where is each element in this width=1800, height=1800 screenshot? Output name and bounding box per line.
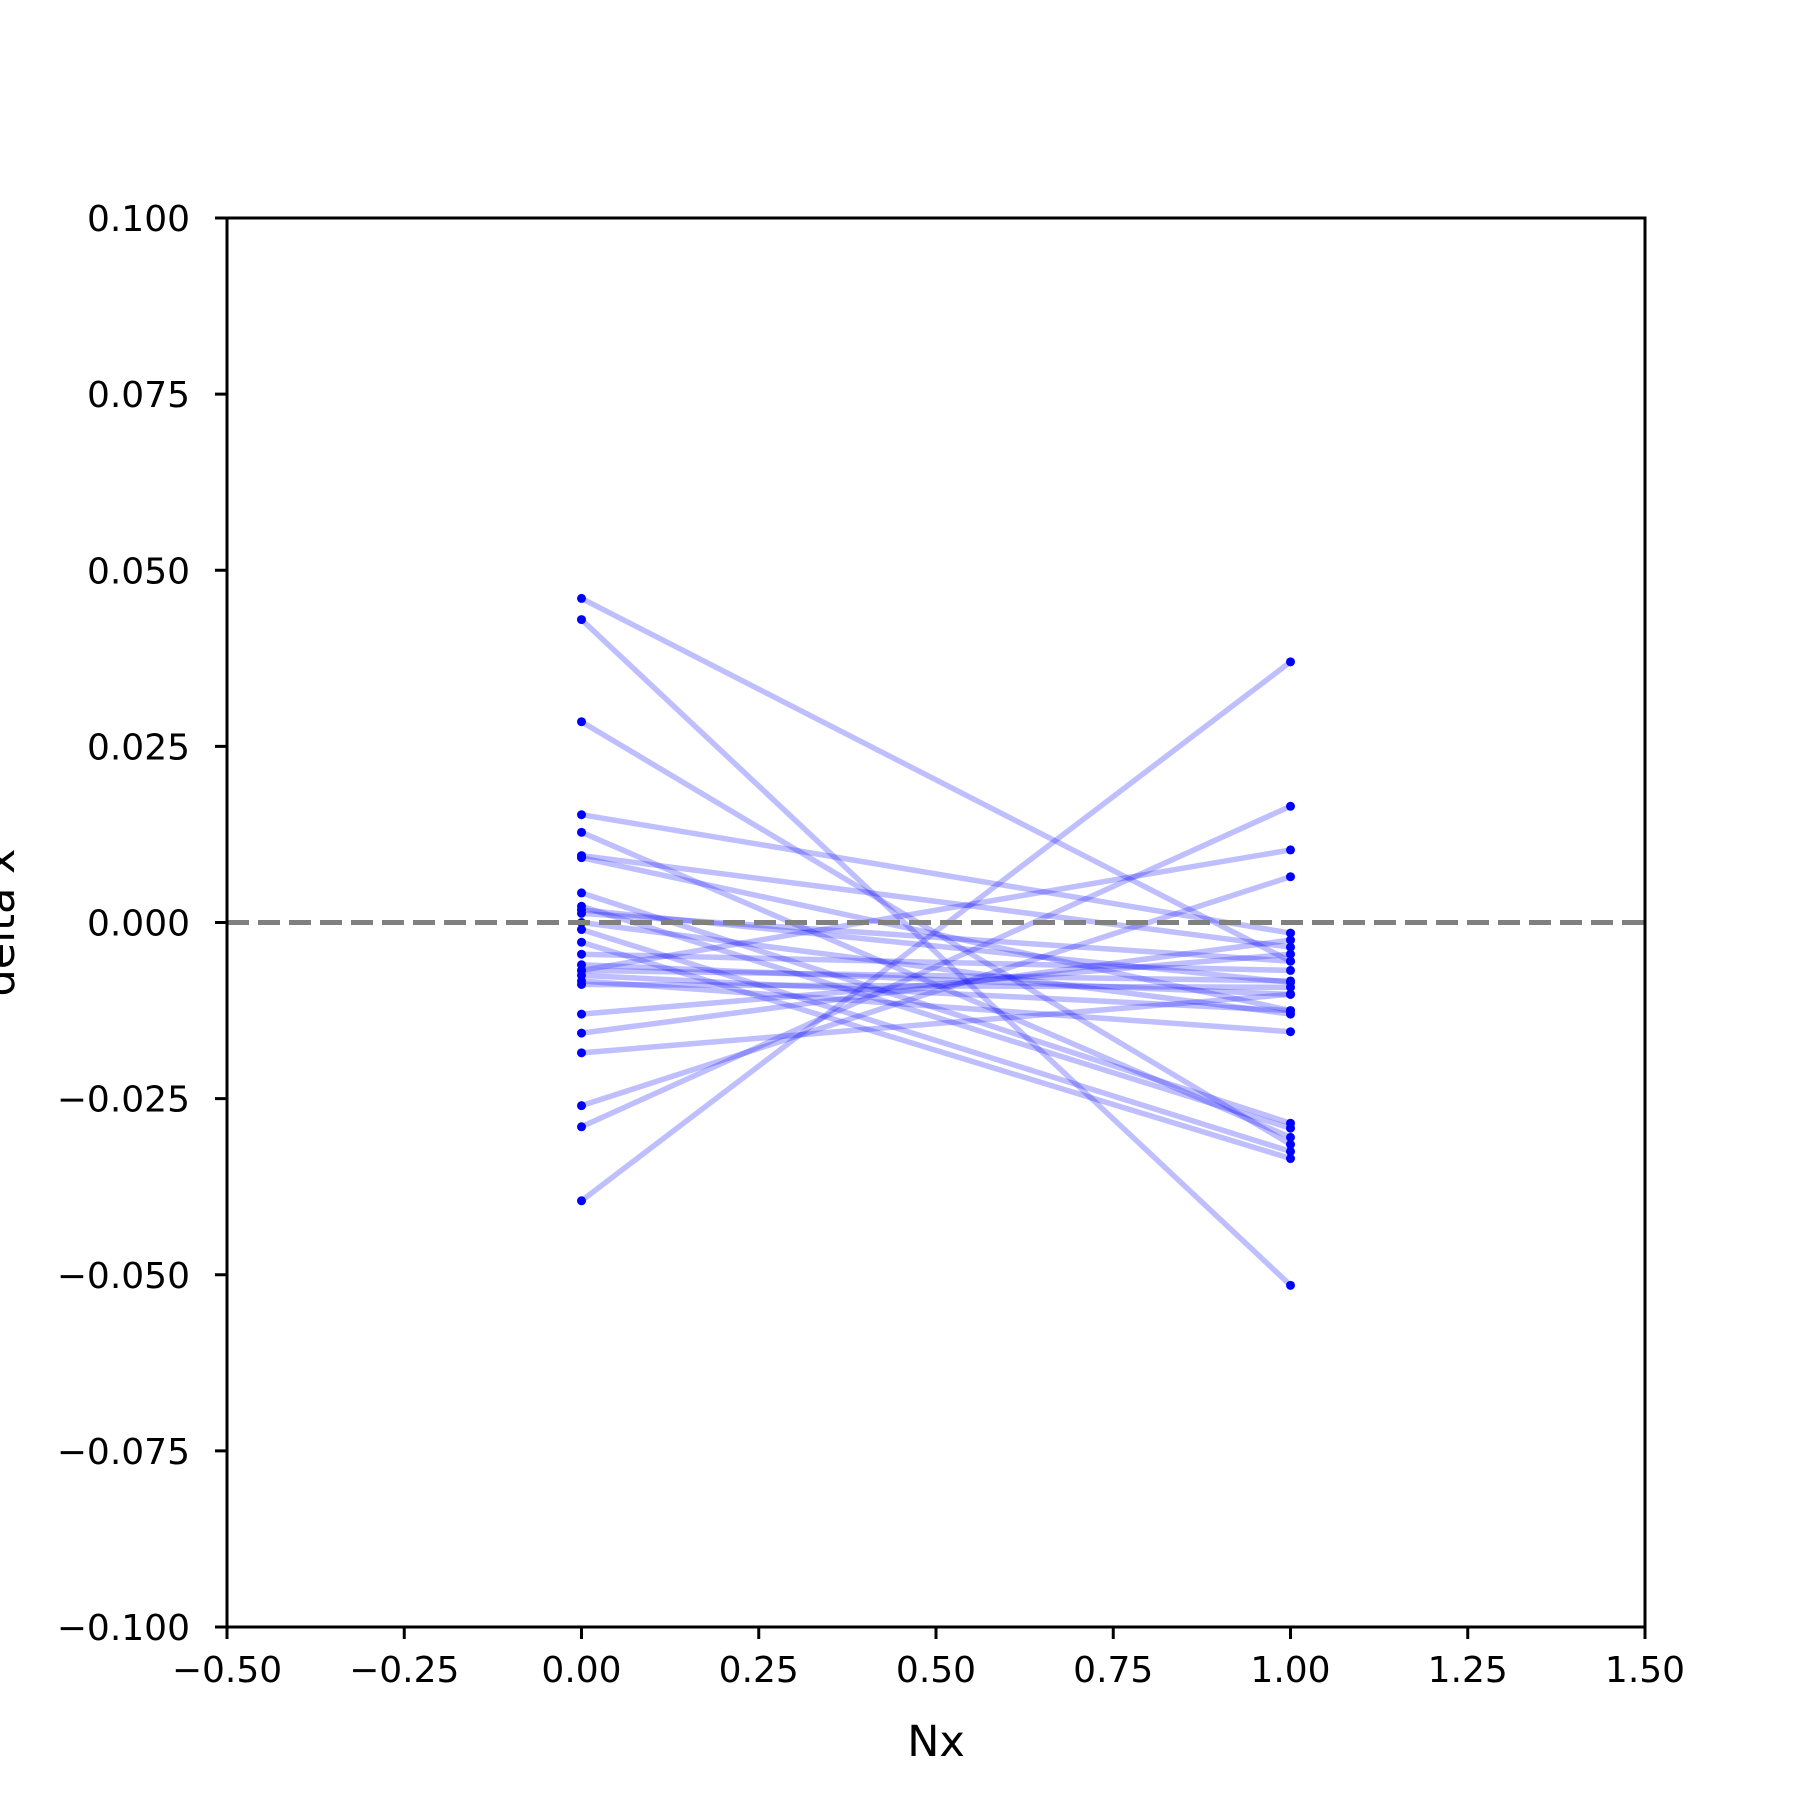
series-line-16 — [581, 972, 1291, 1014]
x-axis-label: Nx — [907, 1717, 965, 1767]
series-line-6 — [581, 852, 1291, 950]
data-point-start-20 — [577, 1028, 586, 1038]
data-point-start-5 — [577, 827, 586, 837]
y-tick-label: −0.075 — [57, 1432, 190, 1473]
data-point-end-22 — [1286, 872, 1295, 882]
y-axis-label: delta x — [0, 848, 25, 996]
data-point-end-20 — [1286, 935, 1295, 945]
axes-frame — [225, 216, 1647, 1629]
series-line-27 — [581, 951, 1291, 974]
data-point-end-24 — [1286, 657, 1295, 667]
data-point-start-27 — [577, 949, 586, 959]
data-point-end-26 — [1286, 1009, 1295, 1019]
x-tick-label: 0.00 — [541, 1650, 621, 1691]
series-line-8 — [580, 890, 1292, 1126]
x-tick-label: 1.25 — [1428, 1650, 1508, 1691]
y-tick-label: −0.025 — [57, 1080, 190, 1121]
data-point-end-17 — [1286, 1027, 1295, 1037]
x-tick-label: 1.50 — [1605, 1650, 1685, 1691]
y-tick-label: 0.100 — [87, 199, 190, 240]
axes-border — [225, 216, 1647, 1629]
data-point-start-24 — [577, 1196, 586, 1206]
y-axis-ticks: 0.100 0.075 0.050 0.025 0.000 −0.025 −0.050 −0.… — [57, 199, 227, 1649]
data-point-start-7 — [577, 853, 586, 863]
series-line-14 — [581, 962, 1291, 998]
y-tick-label: −0.050 — [57, 1256, 190, 1297]
data-point-end-18 — [1286, 982, 1295, 992]
x-tick-label: 0.50 — [896, 1650, 976, 1691]
series-line-18 — [581, 981, 1291, 991]
y-tick-label: 0.075 — [87, 375, 190, 416]
data-point-start-2 — [577, 615, 586, 625]
series-line-22 — [580, 874, 1292, 1109]
series-line-13 — [580, 939, 1292, 1162]
data-point-end-23 — [1286, 801, 1295, 811]
data-point-start-4 — [577, 810, 586, 820]
data-point-end-2 — [1286, 1280, 1295, 1290]
data-point-end-19 — [1286, 949, 1295, 959]
data-point-end-21 — [1286, 989, 1295, 999]
y-tick-label: −0.100 — [57, 1608, 190, 1649]
data-point-end-9 — [1286, 1123, 1295, 1133]
x-tick-label: 1.00 — [1250, 1650, 1330, 1691]
x-axis-ticks: −0.50 −0.25 0.00 0.25 0.50 0.75 1.00 1.25 1.50 — [172, 1627, 1685, 1691]
data-point-start-19 — [577, 1009, 586, 1019]
x-tick-label: −0.50 — [172, 1650, 282, 1691]
series-line-1 — [580, 595, 1292, 964]
data-point-end-5 — [1286, 1132, 1295, 1142]
data-point-end-13 — [1286, 1154, 1295, 1164]
series-line-2 — [579, 617, 1293, 1288]
series-line-15 — [581, 967, 1291, 984]
data-point-start-18 — [577, 979, 586, 989]
data-point-end-3 — [1286, 1139, 1295, 1149]
data-point-start-25 — [577, 965, 586, 975]
data-point-start-23 — [577, 1122, 586, 1132]
data-point-end-27 — [1286, 965, 1295, 975]
data-point-start-12 — [577, 925, 586, 935]
y-tick-label: 0.025 — [87, 727, 190, 768]
data-point-end-15 — [1286, 976, 1295, 986]
data-point-start-21 — [577, 1048, 586, 1058]
series-line-19 — [581, 951, 1291, 1017]
plot-area — [577, 593, 1295, 1290]
series-line-12 — [580, 926, 1292, 1155]
data-point-start-11 — [577, 908, 586, 918]
x-tick-label: 0.75 — [1073, 1650, 1153, 1691]
series-line-17 — [581, 978, 1291, 1035]
data-point-end-4 — [1286, 928, 1295, 938]
data-point-start-1 — [577, 593, 586, 603]
x-tick-label: −0.25 — [349, 1650, 459, 1691]
y-tick-label: 0.050 — [87, 551, 190, 592]
series-line-20 — [581, 937, 1291, 1036]
data-point-start-22 — [577, 1101, 586, 1111]
series-line-9 — [580, 903, 1292, 1131]
data-point-start-13 — [577, 937, 586, 947]
data-point-end-11 — [1286, 956, 1295, 966]
series-line-3 — [580, 719, 1292, 1147]
data-point-start-8 — [577, 888, 586, 898]
series-line-25 — [581, 847, 1291, 974]
series-line-23 — [580, 803, 1292, 1130]
data-point-end-12 — [1286, 1146, 1295, 1156]
x-tick-label: 0.25 — [719, 1650, 799, 1691]
series-line-4 — [581, 811, 1291, 936]
y-tick-label: 0.000 — [87, 904, 190, 945]
series-line-7 — [580, 854, 1292, 1014]
data-point-end-6 — [1286, 942, 1295, 952]
series-line-21 — [581, 991, 1291, 1056]
data-point-start-3 — [577, 717, 586, 727]
series-line-5 — [580, 829, 1292, 1140]
series-line-26 — [581, 919, 1291, 1017]
series-line-24 — [579, 659, 1293, 1203]
data-point-end-25 — [1286, 845, 1295, 855]
